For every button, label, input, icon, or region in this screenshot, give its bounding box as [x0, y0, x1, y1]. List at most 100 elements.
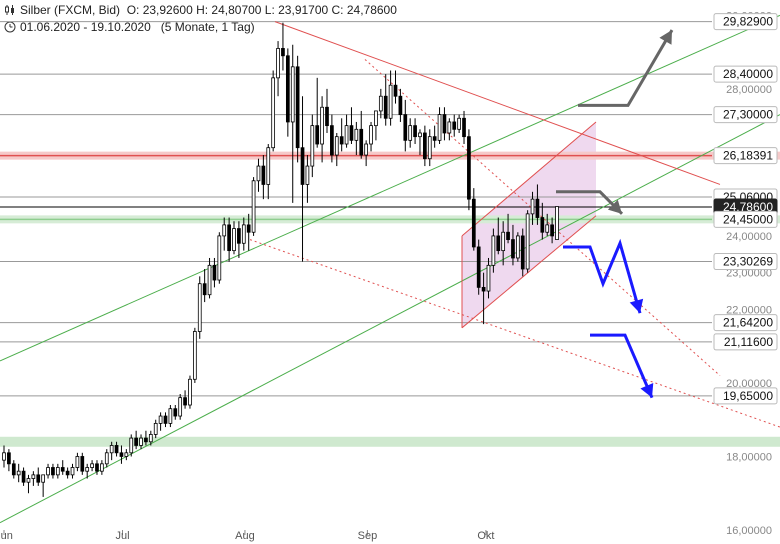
scenario-arrow-up-head [659, 30, 672, 45]
candle-body-74 [364, 143, 368, 156]
price-tick-label-1: 18,00000 [726, 451, 772, 463]
level-label-10: 19,65000 [723, 389, 773, 403]
period-info: (5 Monate, 1 Tag) [160, 20, 255, 34]
candle-body-109 [535, 198, 540, 218]
candle-body-67 [330, 125, 334, 156]
candle-body-27 [134, 437, 138, 446]
candle-body-26 [129, 437, 134, 454]
candle-body-40 [197, 283, 202, 332]
channel-lower-line [461, 215, 597, 329]
candle-body-83 [408, 125, 413, 141]
month-label-4: Okt [477, 530, 494, 542]
candle-body-50 [246, 224, 251, 233]
level-label-1: 28,40000 [723, 67, 773, 81]
level-label-9: 21,11600 [724, 335, 773, 349]
candle-body-33 [163, 415, 168, 424]
upper-trendline [0, 14, 780, 362]
candle-body-112 [550, 224, 554, 237]
candle-body-61 [300, 147, 305, 185]
candle-body-16 [80, 456, 85, 472]
price-tick-label-2: 20,00000 [726, 378, 772, 390]
candle-body-108 [530, 198, 535, 215]
candle-body-55 [271, 77, 276, 149]
candle-body-39 [193, 331, 197, 380]
candle-body-7 [36, 474, 41, 483]
level-label-0: 29,82900 [723, 15, 773, 29]
level-label-6: 24,45000 [723, 212, 773, 226]
candle-body-38 [188, 378, 192, 406]
candle-body-43 [212, 264, 217, 281]
candle-body-31 [153, 422, 158, 435]
candle-body-60 [295, 66, 300, 149]
level-label-5: 24,78600 [723, 200, 773, 214]
level-box-8 [713, 314, 778, 332]
ohlc-values: O: 23,92600 H: 24,80700 L: 23,91700 C: 2… [126, 3, 397, 17]
candle-body-37 [183, 397, 187, 406]
lower-trendline [0, 114, 780, 524]
month-label-0: Jun [0, 530, 13, 542]
candle-body-97 [476, 246, 481, 288]
candle-body-41 [202, 283, 207, 296]
chart-header-row1: Silber (FXCM, Bid) O: 23,92600 H: 24,807… [4, 3, 397, 17]
level-box-0 [713, 13, 778, 31]
candle-body-78 [383, 95, 388, 119]
candle-body-69 [339, 136, 344, 145]
candle-body-72 [354, 128, 359, 141]
candle-body-10 [51, 467, 55, 476]
candle-body-103 [506, 231, 510, 240]
support-zone-band [0, 436, 780, 447]
candle-body-99 [486, 264, 491, 292]
candle-body-53 [261, 165, 266, 185]
scenario-arrow-blue-1 [563, 238, 642, 314]
candle-body-20 [100, 463, 104, 472]
month-label-1: Jul [115, 530, 129, 542]
candle-body-56 [276, 48, 280, 79]
candle-body-91 [447, 121, 452, 134]
month-label-2: Aug [235, 530, 255, 542]
scenario-arrow-blue-2-head [640, 382, 654, 398]
candle-body-35 [173, 408, 178, 417]
level-label-2: 27,30000 [723, 108, 773, 122]
candle-body-96 [471, 198, 476, 248]
candle-body-111 [545, 224, 550, 233]
candle-body-2 [11, 463, 16, 476]
level-box-6 [713, 210, 778, 228]
candle-body-19 [95, 463, 99, 472]
candle-body-58 [285, 55, 290, 123]
candle-body-11 [55, 467, 60, 476]
candle-body-62 [305, 165, 310, 185]
level-box-2 [713, 106, 778, 124]
scenario-arrow-up [578, 29, 674, 107]
candle-body-5 [26, 478, 31, 483]
candle-body-113 [555, 206, 559, 240]
candle-body-59 [290, 66, 295, 123]
date-range: 01.06.2020 - 19.10.2020 [20, 20, 151, 34]
candlestick-icon [5, 5, 14, 15]
scenario-arrow-blue-1-head [629, 298, 644, 314]
price-tick-label-5: 24,00000 [726, 231, 772, 243]
candle-body-13 [65, 470, 70, 476]
candle-body-22 [109, 445, 114, 454]
channel-upper-line [461, 121, 597, 237]
candle-body-15 [75, 456, 80, 468]
candle-body-6 [31, 474, 36, 479]
dotted-trendline-1 [364, 59, 721, 376]
resistance-trendline [274, 21, 721, 185]
candle-body-34 [168, 408, 173, 424]
candle-body-66 [325, 106, 329, 127]
candle-body-100 [491, 235, 496, 266]
candle-body-80 [393, 84, 398, 97]
candle-body-44 [217, 235, 222, 281]
price-tick-label-0: 16,00000 [726, 525, 772, 537]
candle-body-18 [90, 463, 94, 468]
level-box-3 [713, 147, 778, 165]
candle-body-23 [114, 445, 119, 454]
candle-body-92 [452, 121, 457, 130]
candle-body-77 [378, 95, 383, 112]
candle-body-94 [462, 117, 466, 138]
level-box-9 [713, 333, 778, 351]
candle-body-46 [227, 224, 231, 252]
candle-body-75 [369, 125, 373, 145]
level-label-8: 21,64200 [723, 316, 773, 330]
